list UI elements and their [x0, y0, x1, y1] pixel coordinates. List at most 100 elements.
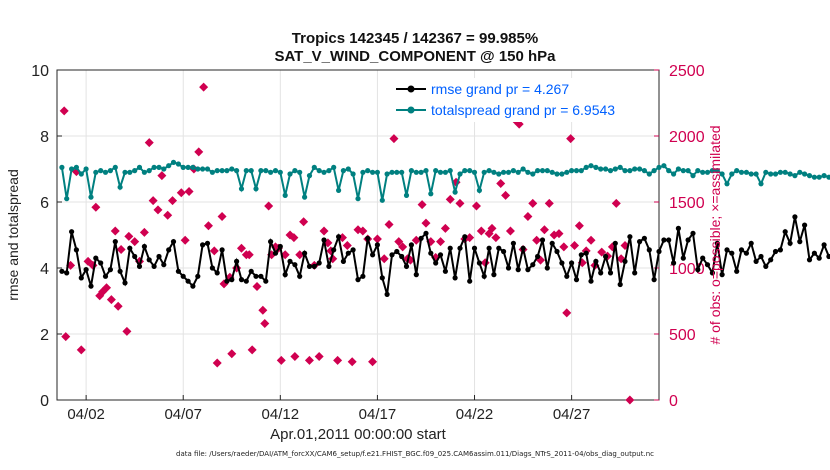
legend-spread-marker: [407, 106, 415, 114]
totalspread-point: [195, 166, 201, 172]
totalspread-point: [826, 174, 830, 180]
totalspread-point: [253, 186, 259, 192]
rmse-point: [394, 248, 400, 255]
rmse-point: [248, 268, 254, 274]
totalspread-point: [612, 166, 618, 172]
totalspread-point: [544, 168, 550, 174]
totalspread-point: [452, 189, 458, 195]
totalspread-point: [175, 161, 181, 167]
rmse-point: [573, 277, 580, 283]
y-axis-right-label-wrap: # of obs: o=possible; ×=assimilated: [705, 125, 725, 344]
obs-count-marker: [236, 243, 246, 253]
totalspread-point: [510, 168, 516, 174]
totalspread-point: [467, 168, 473, 174]
x-axis-label: Apr.01,2011 00:00:00 start: [270, 426, 446, 443]
y-axis-label: rmse and totalspread: [5, 169, 21, 301]
totalspread-point: [282, 192, 288, 198]
rmse-point: [700, 255, 706, 261]
totalspread-point: [389, 169, 395, 175]
obs-count-marker: [290, 351, 300, 361]
rmse-point: [170, 239, 177, 245]
totalspread-point: [627, 168, 633, 174]
rmse-point: [112, 239, 118, 245]
x-tick-label: 04/27: [553, 406, 591, 423]
rmse-point: [549, 240, 555, 246]
obs-count-marker: [124, 231, 134, 241]
totalspread-point: [505, 169, 512, 175]
totalspread-point: [219, 168, 225, 174]
rmse-point: [408, 242, 414, 248]
rmse-point: [59, 268, 65, 274]
obs-count-marker: [333, 355, 343, 365]
rmse-point: [583, 250, 589, 256]
obs-count-marker: [76, 345, 86, 355]
rmse-point: [326, 263, 332, 269]
obs-count-marker: [247, 345, 257, 355]
rmse-point: [826, 253, 830, 260]
obs-count-marker: [562, 308, 572, 318]
totalspread-point: [238, 186, 245, 192]
totalspread-point: [370, 169, 376, 175]
rmse-point: [161, 262, 167, 268]
y-tick-label: 8: [40, 129, 49, 146]
obs-count-marker: [180, 235, 190, 245]
rmse-point: [200, 242, 206, 248]
totalspread-point: [136, 164, 143, 170]
rmse-point: [132, 253, 138, 260]
rmse-point: [336, 234, 342, 240]
obs-count-marker: [264, 201, 274, 211]
totalspread-point: [258, 168, 264, 174]
rmse-point: [671, 260, 677, 266]
rmse-point: [399, 253, 405, 260]
totalspread-point: [413, 169, 419, 175]
y-right-tick-label: 0: [669, 393, 678, 410]
totalspread-point: [272, 168, 279, 174]
totalspread-point: [263, 168, 269, 174]
totalspread-point: [457, 171, 463, 177]
rmse-point: [690, 230, 696, 236]
rmse-point: [370, 252, 376, 258]
obs-count-marker: [505, 226, 515, 236]
rmse-point: [612, 240, 618, 246]
ticks: 0 2 4 6 8 10 0 500 1000 1500 2000 2500 04/02 04/07 04/…: [31, 63, 704, 423]
rmse-point: [389, 252, 395, 258]
obs-count-marker: [559, 242, 569, 252]
obs-count-marker: [276, 355, 286, 365]
rmse-point: [277, 243, 283, 250]
y-axis-label-wrap: rmse and totalspread: [3, 169, 23, 301]
x-tick-label: 04/22: [456, 406, 494, 423]
rmse-point: [578, 252, 584, 258]
y-tick-label: 0: [40, 393, 49, 410]
rmse-point: [78, 275, 84, 281]
obs-count-marker: [258, 305, 268, 315]
totalspread-point: [520, 166, 526, 172]
totalspread-point: [321, 169, 327, 175]
rmse-point: [695, 267, 701, 273]
rmse-point: [297, 273, 303, 279]
obs-count-marker: [144, 138, 154, 148]
rmse-point: [136, 263, 143, 269]
obs-count-marker: [501, 190, 511, 200]
obs-count-marker: [314, 351, 324, 361]
rmse-point: [302, 250, 308, 256]
chart-title: Tropics 142345 / 142367 = 99.985%: [291, 30, 539, 47]
totalspread-point: [156, 164, 162, 170]
obs-count-marker: [110, 226, 120, 236]
totalspread-point: [675, 166, 682, 172]
totalspread-point: [132, 168, 138, 174]
obs-count-marker: [417, 200, 427, 210]
totalspread-point: [102, 169, 109, 175]
obs-count-marker: [566, 134, 576, 144]
chart-subtitle: SAT_V_WIND_COMPONENT @ 150 hPa: [274, 48, 556, 65]
rmse-point: [73, 247, 79, 253]
obs-count-markers: [59, 82, 635, 405]
rmse-point: [253, 273, 259, 279]
totalspread-point: [248, 168, 254, 174]
rmse-point: [734, 268, 740, 274]
rmse-point: [772, 248, 779, 255]
totalspread-point: [117, 184, 123, 190]
rmse-point: [282, 272, 288, 278]
obs-count-marker: [217, 212, 227, 222]
rmse-point: [272, 250, 279, 256]
totalspread-point: [491, 169, 497, 175]
